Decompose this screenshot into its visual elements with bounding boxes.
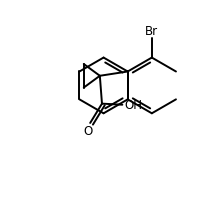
Text: Br: Br (145, 25, 158, 38)
Text: O: O (83, 124, 93, 137)
Text: OH: OH (125, 99, 143, 112)
